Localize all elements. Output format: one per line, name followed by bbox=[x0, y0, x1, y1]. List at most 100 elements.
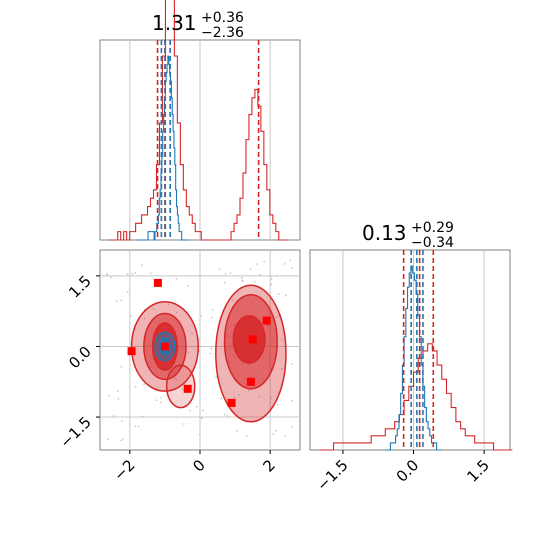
joint-y-tick-label-0: 1.5 bbox=[65, 272, 95, 302]
sample-point bbox=[200, 314, 202, 317]
sample-point bbox=[280, 338, 283, 341]
sample-point bbox=[275, 275, 278, 277]
sample-point bbox=[106, 272, 108, 275]
sample-point bbox=[270, 397, 272, 399]
sample-point bbox=[134, 425, 137, 428]
sample-point bbox=[220, 397, 223, 400]
sample-point bbox=[198, 433, 201, 436]
joint-density-panel bbox=[99, 249, 301, 451]
sample-point bbox=[277, 315, 280, 317]
sample-point bbox=[223, 413, 226, 416]
marker-4 bbox=[227, 398, 236, 407]
histogram-param2-frame bbox=[309, 249, 511, 451]
sample-point bbox=[167, 303, 170, 306]
sample-point bbox=[234, 396, 236, 399]
sample-point bbox=[211, 316, 213, 319]
sample-point bbox=[276, 403, 279, 406]
sample-point bbox=[275, 429, 277, 432]
sample-point bbox=[117, 390, 119, 392]
sample-point bbox=[291, 426, 293, 428]
marker-2 bbox=[160, 342, 169, 351]
sample-point bbox=[241, 280, 244, 283]
marker-5 bbox=[246, 377, 255, 386]
histogram-param2-x-tick-label-0: 1.5 bbox=[463, 456, 493, 486]
histogram-param2-title-plus: +0.29 bbox=[411, 220, 454, 236]
joint-y-ticks: 1.5 0.0 −1.5 bbox=[56, 272, 100, 452]
sample-point bbox=[108, 394, 110, 397]
sample-point bbox=[236, 430, 238, 432]
sample-point bbox=[143, 383, 145, 385]
sample-point bbox=[120, 366, 123, 368]
joint-density-markers bbox=[127, 278, 271, 407]
histogram-param2-panel bbox=[309, 249, 513, 451]
marker-7 bbox=[262, 316, 271, 325]
sample-point bbox=[226, 415, 228, 417]
histogram-param1-title-minus: −2.36 bbox=[201, 25, 244, 41]
sample-point bbox=[160, 401, 162, 404]
histogram-param2-x-ticks: 1.5 0.0 −1.5 bbox=[313, 450, 493, 495]
sample-point bbox=[224, 272, 227, 275]
joint-x-ticks: −2 0 2 bbox=[110, 450, 279, 484]
sample-point bbox=[270, 278, 273, 281]
sample-point bbox=[120, 299, 122, 302]
joint-y-tick-label-2: −1.5 bbox=[56, 413, 94, 451]
sample-point bbox=[181, 388, 184, 391]
sample-point bbox=[113, 415, 115, 417]
histogram-param2-quantiles bbox=[402, 250, 435, 450]
sample-point bbox=[134, 272, 137, 274]
sample-point bbox=[210, 347, 213, 350]
sample-point bbox=[121, 438, 124, 440]
histogram-param2-grid bbox=[342, 250, 485, 450]
sample-point bbox=[160, 397, 162, 399]
sample-point bbox=[126, 291, 129, 293]
sample-point bbox=[201, 409, 204, 412]
sample-point bbox=[289, 259, 292, 262]
sample-point bbox=[117, 398, 120, 400]
sample-point bbox=[141, 415, 144, 418]
sample-point bbox=[209, 352, 212, 355]
sample-point bbox=[241, 279, 244, 282]
sample-point bbox=[280, 367, 283, 370]
sample-point bbox=[291, 399, 294, 402]
sample-point bbox=[189, 409, 191, 412]
sample-point bbox=[198, 350, 201, 352]
sample-point bbox=[258, 395, 260, 398]
histogram-param1-title: 1.31 bbox=[152, 11, 197, 35]
joint-x-tick-label-1: 0 bbox=[189, 456, 208, 475]
sample-point bbox=[155, 399, 158, 402]
joint-x-tick-label-0: −2 bbox=[110, 456, 138, 484]
sample-point bbox=[152, 307, 154, 310]
sample-point bbox=[130, 315, 133, 317]
sample-point bbox=[126, 273, 129, 275]
histogram-param2-blue-series bbox=[385, 265, 442, 451]
histogram-param1-quantiles bbox=[156, 40, 260, 240]
sample-point bbox=[249, 268, 252, 271]
marker-3 bbox=[183, 384, 192, 393]
sample-point bbox=[231, 299, 234, 302]
histogram-param2-x-tick-label-2: −1.5 bbox=[313, 456, 351, 494]
sample-point bbox=[137, 425, 140, 428]
sample-point bbox=[259, 273, 261, 276]
marker-1 bbox=[127, 347, 136, 356]
sample-point bbox=[187, 351, 190, 354]
sample-point bbox=[175, 379, 178, 381]
histogram-param2-title-minus: −0.34 bbox=[411, 235, 454, 251]
sample-point bbox=[187, 284, 190, 287]
joint-y-tick-label-1: 0.0 bbox=[65, 343, 95, 373]
sample-point bbox=[229, 272, 232, 274]
sample-point bbox=[174, 377, 176, 380]
sample-point bbox=[106, 438, 109, 441]
sample-point bbox=[175, 277, 178, 280]
histogram-param2-title: 0.13 bbox=[362, 221, 407, 245]
sample-point bbox=[198, 338, 201, 341]
sample-point bbox=[272, 433, 274, 435]
sample-point bbox=[106, 274, 109, 276]
sample-point bbox=[270, 283, 273, 286]
histogram-param1-title-plus: +0.36 bbox=[201, 10, 244, 26]
sample-point bbox=[131, 272, 134, 275]
sample-point bbox=[275, 316, 278, 319]
sample-point bbox=[254, 280, 256, 283]
sample-point bbox=[175, 311, 178, 314]
sample-point bbox=[115, 300, 118, 302]
histogram-param1-panel bbox=[99, 0, 301, 241]
